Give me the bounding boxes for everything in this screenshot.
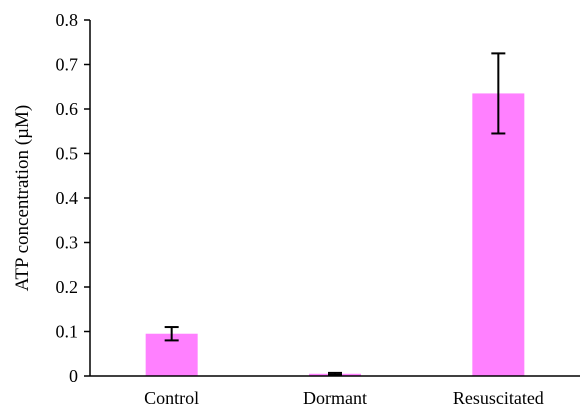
y-tick-label: 0.7 bbox=[56, 55, 79, 75]
error-bar-control bbox=[164, 326, 179, 342]
y-tick-label: 0.5 bbox=[56, 144, 79, 164]
category-label-resuscitated: Resuscitated bbox=[453, 388, 544, 408]
y-ticks-group: 0 0.1 0.2 0.3 0.4 0.5 0.6 0.7 0.8 bbox=[56, 10, 90, 386]
category-labels-group: Control Dormant Resuscitated bbox=[144, 388, 544, 408]
y-tick-label: 0 bbox=[69, 366, 78, 386]
y-tick-label: 0.8 bbox=[56, 10, 79, 30]
y-tick-label: 0.3 bbox=[56, 233, 79, 253]
category-label-control: Control bbox=[144, 388, 199, 408]
category-label-dormant: Dormant bbox=[303, 388, 367, 408]
y-tick-label: 0.4 bbox=[56, 188, 79, 208]
error-bar-dormant bbox=[328, 371, 342, 376]
bars-group bbox=[145, 93, 525, 377]
y-tick-label: 0.6 bbox=[56, 99, 79, 119]
bar-resuscitated bbox=[472, 93, 525, 377]
y-axis-label: ATP concentration (µM) bbox=[12, 105, 33, 291]
error-bars-group bbox=[164, 52, 506, 376]
y-tick-label: 0.1 bbox=[56, 322, 79, 342]
y-tick-label: 0.2 bbox=[56, 277, 79, 297]
error-bar-resuscitated bbox=[491, 52, 506, 135]
